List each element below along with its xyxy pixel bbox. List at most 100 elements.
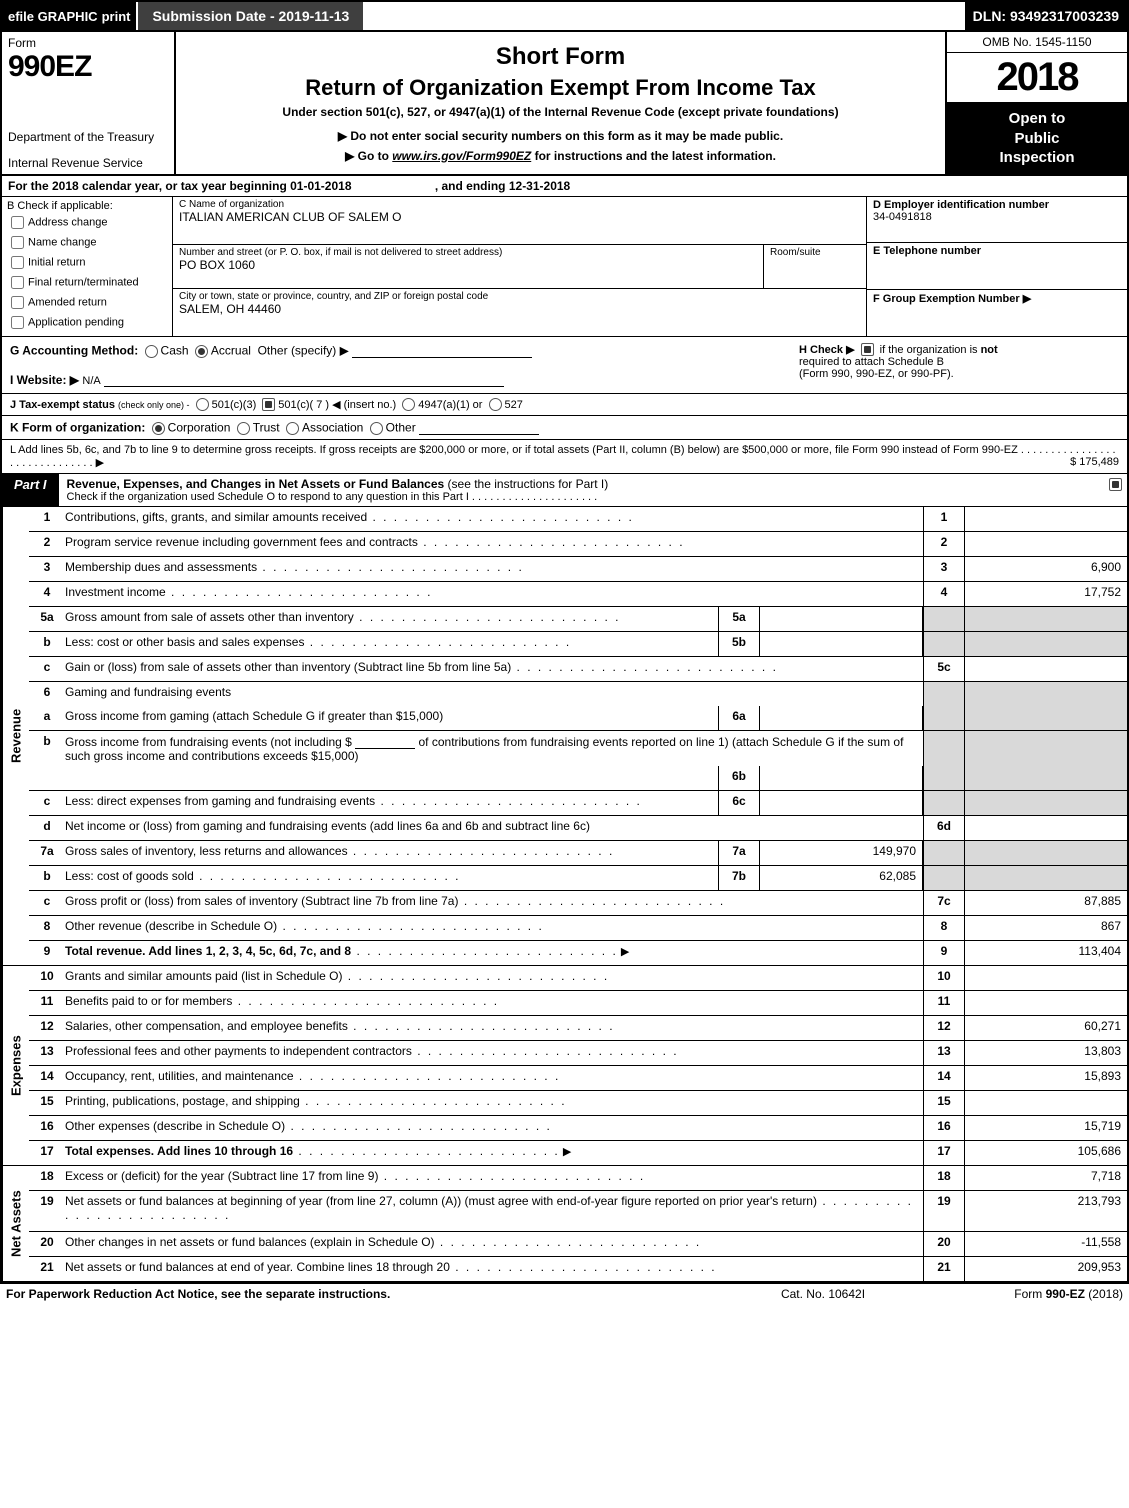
chk-address-change[interactable]: Address change — [7, 213, 167, 232]
line-20-text: Other changes in net assets or fund bala… — [65, 1232, 923, 1256]
print-link[interactable]: print — [102, 9, 131, 24]
line-14-rnum: 14 — [923, 1066, 965, 1090]
line-9: 9 Total revenue. Add lines 1, 2, 3, 4, 5… — [29, 941, 1127, 965]
radio-association[interactable] — [286, 422, 299, 435]
chk-name-change[interactable]: Name change — [7, 233, 167, 252]
chk-not-required[interactable] — [861, 343, 874, 356]
line-6d-num: d — [29, 816, 65, 840]
chk-initial-return[interactable]: Initial return — [7, 253, 167, 272]
radio-other-org[interactable] — [370, 422, 383, 435]
k-label: K Form of organization: — [10, 421, 145, 435]
line-6a-mnum: 6a — [718, 706, 760, 730]
part-1-checkbox[interactable] — [1109, 478, 1122, 491]
line-6c: c Less: direct expenses from gaming and … — [29, 791, 1127, 816]
radio-trust[interactable] — [237, 422, 250, 435]
radio-cash[interactable] — [145, 345, 158, 358]
phone-label: E Telephone number — [873, 245, 1121, 257]
line-1-rnum: 1 — [923, 507, 965, 531]
line-10-rnum: 10 — [923, 966, 965, 990]
line-13: 13 Professional fees and other payments … — [29, 1041, 1127, 1066]
line-5c: c Gain or (loss) from sale of assets oth… — [29, 657, 1127, 682]
radio-corporation[interactable] — [152, 422, 165, 435]
h-text2: required to attach Schedule B — [799, 356, 944, 368]
footer-right-pre: Form — [1014, 1287, 1045, 1301]
part-1-chk — [1103, 474, 1127, 506]
line-6a-num: a — [29, 706, 65, 730]
line-5a-text: Gross amount from sale of assets other t… — [65, 607, 718, 631]
chk-amended-box[interactable] — [11, 296, 24, 309]
chk-final-return[interactable]: Final return/terminated — [7, 273, 167, 292]
chk-address-change-box[interactable] — [11, 216, 24, 229]
chk-name-change-box[interactable] — [11, 236, 24, 249]
h-text3: (Form 990, 990-EZ, or 990-PF). — [799, 368, 954, 380]
form-frame: Form 990EZ Department of the Treasury In… — [0, 30, 1129, 1283]
line-7a-num: 7a — [29, 841, 65, 865]
line-7a-text: Gross sales of inventory, less returns a… — [65, 841, 718, 865]
line-2-val — [965, 532, 1127, 556]
radio-4947[interactable] — [402, 398, 415, 411]
line-6c-mval — [760, 791, 923, 815]
line-10-text: Grants and similar amounts paid (list in… — [65, 966, 923, 990]
line-16: 16 Other expenses (describe in Schedule … — [29, 1116, 1127, 1141]
chk-amended[interactable]: Amended return — [7, 293, 167, 312]
accrual-label: Accrual — [211, 343, 251, 357]
form-word: Form — [8, 36, 168, 50]
col-c-org-info: C Name of organization ITALIAN AMERICAN … — [173, 197, 866, 336]
line-18-rnum: 18 — [923, 1166, 965, 1190]
other-specify-line[interactable] — [352, 343, 532, 358]
line-7c-num: c — [29, 891, 65, 915]
line-17-rnum: 17 — [923, 1141, 965, 1165]
line-1-num: 1 — [29, 507, 65, 531]
ssn-note: ▶ Do not enter social security numbers o… — [184, 129, 937, 143]
line-11-num: 11 — [29, 991, 65, 1015]
line-6b-rshade2 — [923, 766, 965, 790]
expenses-vlabel: Expenses — [2, 966, 29, 1165]
line-12-text: Salaries, other compensation, and employ… — [65, 1016, 923, 1040]
line-4-rnum: 4 — [923, 582, 965, 606]
line-19-val: 213,793 — [965, 1191, 1127, 1231]
chk-app-pending-box[interactable] — [11, 316, 24, 329]
line-7c: c Gross profit or (loss) from sales of i… — [29, 891, 1127, 916]
line-3-text: Membership dues and assessments — [65, 557, 923, 581]
line-12-num: 12 — [29, 1016, 65, 1040]
omb-number: OMB No. 1545-1150 — [947, 32, 1127, 53]
h-text1: if the organization is — [880, 344, 981, 356]
chk-final-return-box[interactable] — [11, 276, 24, 289]
line-2-rnum: 2 — [923, 532, 965, 556]
line-6b-mval — [760, 766, 923, 790]
radio-501c3[interactable] — [196, 398, 209, 411]
line-9-arrow — [618, 944, 630, 958]
l-text: L Add lines 5b, 6c, and 7b to line 9 to … — [10, 444, 1116, 469]
under-section: Under section 501(c), 527, or 4947(a)(1)… — [184, 105, 937, 119]
line-17-arrow — [560, 1144, 572, 1158]
open-3: Inspection — [999, 149, 1074, 166]
line-21-num: 21 — [29, 1257, 65, 1281]
line-9-dots — [351, 944, 618, 958]
line-6c-rshade — [923, 791, 965, 815]
expenses-section: Expenses 10 Grants and similar amounts p… — [2, 966, 1127, 1166]
line-6b-blank — [355, 734, 415, 749]
irs-link[interactable]: www.irs.gov/Form990EZ — [392, 149, 531, 163]
line-12-val: 60,271 — [965, 1016, 1127, 1040]
line-1: 1 Contributions, gifts, grants, and simi… — [29, 507, 1127, 532]
line-1-val — [965, 507, 1127, 531]
row-a-tax-year: For the 2018 calendar year, or tax year … — [2, 176, 1127, 197]
footer-cat-no: Cat. No. 10642I — [723, 1287, 923, 1301]
part-1-title: Revenue, Expenses, and Changes in Net As… — [59, 474, 1103, 506]
line-6c-num: c — [29, 791, 65, 815]
line-17-val: 105,686 — [965, 1141, 1127, 1165]
chk-501c-n[interactable] — [262, 398, 275, 411]
ein-value: 34-0491818 — [873, 211, 1121, 223]
line-6b-pad — [65, 766, 718, 790]
addr-label: Number and street (or P. O. box, if mail… — [179, 247, 757, 258]
radio-527[interactable] — [489, 398, 502, 411]
chk-initial-return-box[interactable] — [11, 256, 24, 269]
footer-right-form: 990-EZ — [1046, 1287, 1085, 1301]
line-3-num: 3 — [29, 557, 65, 581]
line-6a-text: Gross income from gaming (attach Schedul… — [65, 706, 718, 730]
line-6a-rshade — [923, 706, 965, 730]
addr-row: Number and street (or P. O. box, if mail… — [173, 245, 866, 289]
radio-accrual[interactable] — [195, 345, 208, 358]
chk-app-pending[interactable]: Application pending — [7, 313, 167, 332]
line-6-vshade — [965, 682, 1127, 706]
